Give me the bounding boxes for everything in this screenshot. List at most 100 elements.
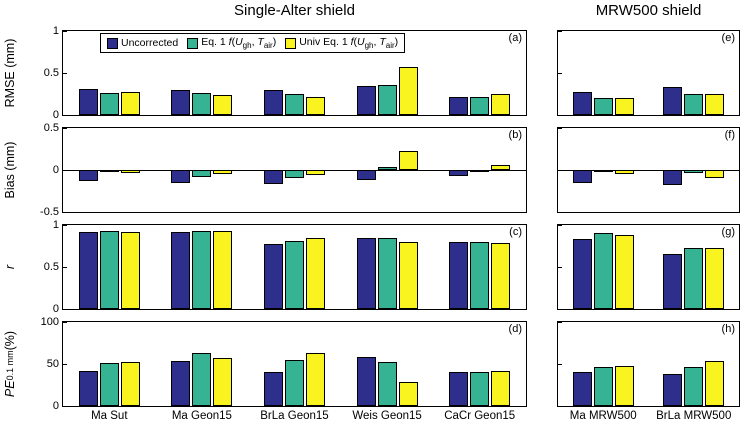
bar-eq-1-f-ugh-tair-ma-sut	[99, 230, 119, 309]
legend: Uncorrected Eq. 1 f(Ugh, Tair) Univ Eq. …	[100, 33, 406, 53]
bar-eq-1-f-ugh-tair-brla-mrw500	[684, 94, 704, 115]
y-tick	[558, 30, 562, 32]
bar-eq-1-f-ugh-tair-ma-mrw500	[593, 233, 613, 309]
bar-univ-eq-1-f-ugh-tair-ma-mrw500	[614, 170, 634, 175]
y-tick-label: 0	[52, 400, 59, 412]
bias-row: Bias (mm) -0.5 0 0.5 (b) (f)	[0, 122, 747, 218]
bar-eq-1-f-ugh-tair-brla-mrw500	[684, 247, 704, 309]
bar-uncorrected-cacr-geon15	[449, 371, 469, 406]
y-tick	[558, 127, 562, 129]
bar-univ-eq-1-f-ugh-tair-cacr-geon15	[491, 94, 511, 115]
bar-univ-eq-1-f-ugh-tair-ma-geon15	[213, 230, 233, 309]
panel-letter: (c)	[509, 226, 522, 238]
y-tick-label: 0	[52, 303, 59, 315]
y-tick-label: -0.5	[40, 206, 59, 218]
bar-eq-1-f-ugh-tair-ma-sut	[99, 170, 119, 172]
y-tick-label: 1	[52, 219, 59, 231]
bar-univ-eq-1-f-ugh-tair-ma-mrw500	[614, 365, 634, 406]
bar-uncorrected-ma-sut	[78, 370, 98, 406]
y-tick-label: 0.5	[43, 261, 59, 273]
bar-univ-eq-1-f-ugh-tair-ma-sut	[120, 362, 140, 406]
bar-univ-eq-1-f-ugh-tair-brla-mrw500	[705, 247, 725, 309]
bar-univ-eq-1-f-ugh-tair-cacr-geon15	[491, 242, 511, 309]
y-tick-label: 0.5	[43, 122, 59, 134]
bar-eq-1-f-ugh-tair-weis-geon15	[377, 84, 397, 115]
panel-letter: (a)	[508, 32, 522, 44]
y-tick-label: 0	[52, 109, 59, 121]
bar-uncorrected-ma-mrw500	[572, 170, 592, 183]
legend-swatch-eq1	[187, 37, 199, 49]
legend-label-univ-eq1: Univ Eq. 1 f(Ugh, Tair)	[299, 35, 399, 51]
bar-eq-1-f-ugh-tair-weis-geon15	[377, 362, 397, 406]
panel-c: 0 0.5 1 (c)	[44, 219, 527, 315]
x-tick-label: BrLa Geon15	[260, 410, 329, 422]
y-tick	[63, 114, 67, 116]
panel-letter: (d)	[508, 323, 522, 335]
bar-eq-1-f-ugh-tair-ma-mrw500	[593, 98, 613, 115]
bar-eq-1-f-ugh-tair-brla-geon15	[285, 359, 304, 406]
bar-uncorrected-brla-geon15	[264, 244, 283, 309]
legend-label-eq1: Eq. 1 f(Ugh, Tair)	[201, 35, 277, 51]
panel-letter: (g)	[721, 226, 735, 238]
panel-letter: (e)	[721, 32, 735, 44]
y-tick	[558, 224, 562, 226]
bar-uncorrected-brla-mrw500	[663, 254, 683, 309]
legend-entry-uncorrected: Uncorrected	[107, 37, 178, 49]
bar-eq-1-f-ugh-tair-ma-geon15	[192, 93, 212, 115]
bar-eq-1-f-ugh-tair-ma-geon15	[192, 353, 212, 406]
bar-univ-eq-1-f-ugh-tair-cacr-geon15	[491, 164, 511, 170]
bar-uncorrected-cacr-geon15	[449, 96, 469, 115]
bar-uncorrected-ma-geon15	[171, 361, 191, 406]
y-tick	[558, 266, 562, 268]
bar-eq-1-f-ugh-tair-ma-mrw500	[593, 367, 613, 406]
bar-uncorrected-weis-geon15	[356, 357, 376, 406]
correlation-row: r 0 0.5 1 (c) (g)	[0, 219, 747, 315]
bar-uncorrected-brla-geon15	[264, 170, 283, 185]
bar-uncorrected-ma-geon15	[171, 89, 191, 115]
bar-eq-1-f-ugh-tair-cacr-geon15	[470, 241, 490, 309]
y-tick-label: 0.5	[43, 67, 59, 79]
bar-eq-1-f-ugh-tair-brla-mrw500	[684, 170, 704, 173]
bar-univ-eq-1-f-ugh-tair-ma-geon15	[213, 358, 233, 406]
bar-uncorrected-brla-mrw500	[663, 374, 683, 406]
bar-uncorrected-ma-sut	[78, 231, 98, 309]
bar-univ-eq-1-f-ugh-tair-brla-mrw500	[705, 170, 725, 179]
y-tick-label: 1	[52, 25, 59, 37]
bar-uncorrected-ma-geon15	[171, 231, 191, 309]
bar-univ-eq-1-f-ugh-tair-brla-mrw500	[705, 361, 725, 406]
bar-uncorrected-cacr-geon15	[449, 170, 469, 176]
y-tick	[63, 266, 67, 268]
legend-entry-eq1: Eq. 1 f(Ugh, Tair)	[187, 36, 276, 50]
left-column-title: Single-Alter shield	[234, 2, 355, 19]
bar-eq-1-f-ugh-tair-weis-geon15	[377, 237, 397, 309]
bar-univ-eq-1-f-ugh-tair-ma-mrw500	[614, 235, 634, 309]
panel-h: (h) Ma MRW500 BrLa MRW500	[557, 321, 740, 422]
bar-eq-1-f-ugh-tair-brla-geon15	[285, 240, 304, 309]
x-tick-label: Ma MRW500	[569, 410, 637, 422]
x-tick-label: Weis Geon15	[352, 410, 422, 422]
panel-f: (f)	[557, 127, 740, 213]
bar-uncorrected-weis-geon15	[356, 237, 376, 309]
y-tick	[63, 321, 67, 323]
bar-uncorrected-brla-mrw500	[663, 87, 683, 115]
bar-univ-eq-1-f-ugh-tair-ma-sut	[120, 92, 140, 115]
bar-univ-eq-1-f-ugh-tair-brla-geon15	[306, 238, 325, 309]
panel-d: 0 50 100 (d) Ma Sut Ma Geon15 BrLa Geon15 Weis …	[41, 316, 527, 422]
bar-uncorrected-brla-geon15	[264, 89, 283, 115]
y-tick	[63, 405, 67, 407]
y-tick	[558, 308, 562, 310]
pe-row: PE 0.1 mm (%) 0 50 100 (d) Ma Sut Ma Geon15 BrL…	[0, 316, 747, 422]
y-tick	[63, 211, 67, 213]
bar-uncorrected-ma-mrw500	[572, 92, 592, 115]
panel-letter: (f)	[724, 129, 735, 141]
y-tick	[558, 169, 562, 171]
bar-eq-1-f-ugh-tair-brla-geon15	[285, 94, 304, 115]
x-tick-label: Ma Geon15	[171, 410, 232, 422]
panel-letter: (b)	[508, 129, 522, 141]
x-tick-label: BrLa MRW500	[656, 410, 732, 422]
bar-eq-1-f-ugh-tair-ma-mrw500	[593, 170, 613, 172]
bar-uncorrected-ma-mrw500	[572, 372, 592, 406]
y-tick	[63, 72, 67, 74]
y-tick	[63, 169, 67, 171]
